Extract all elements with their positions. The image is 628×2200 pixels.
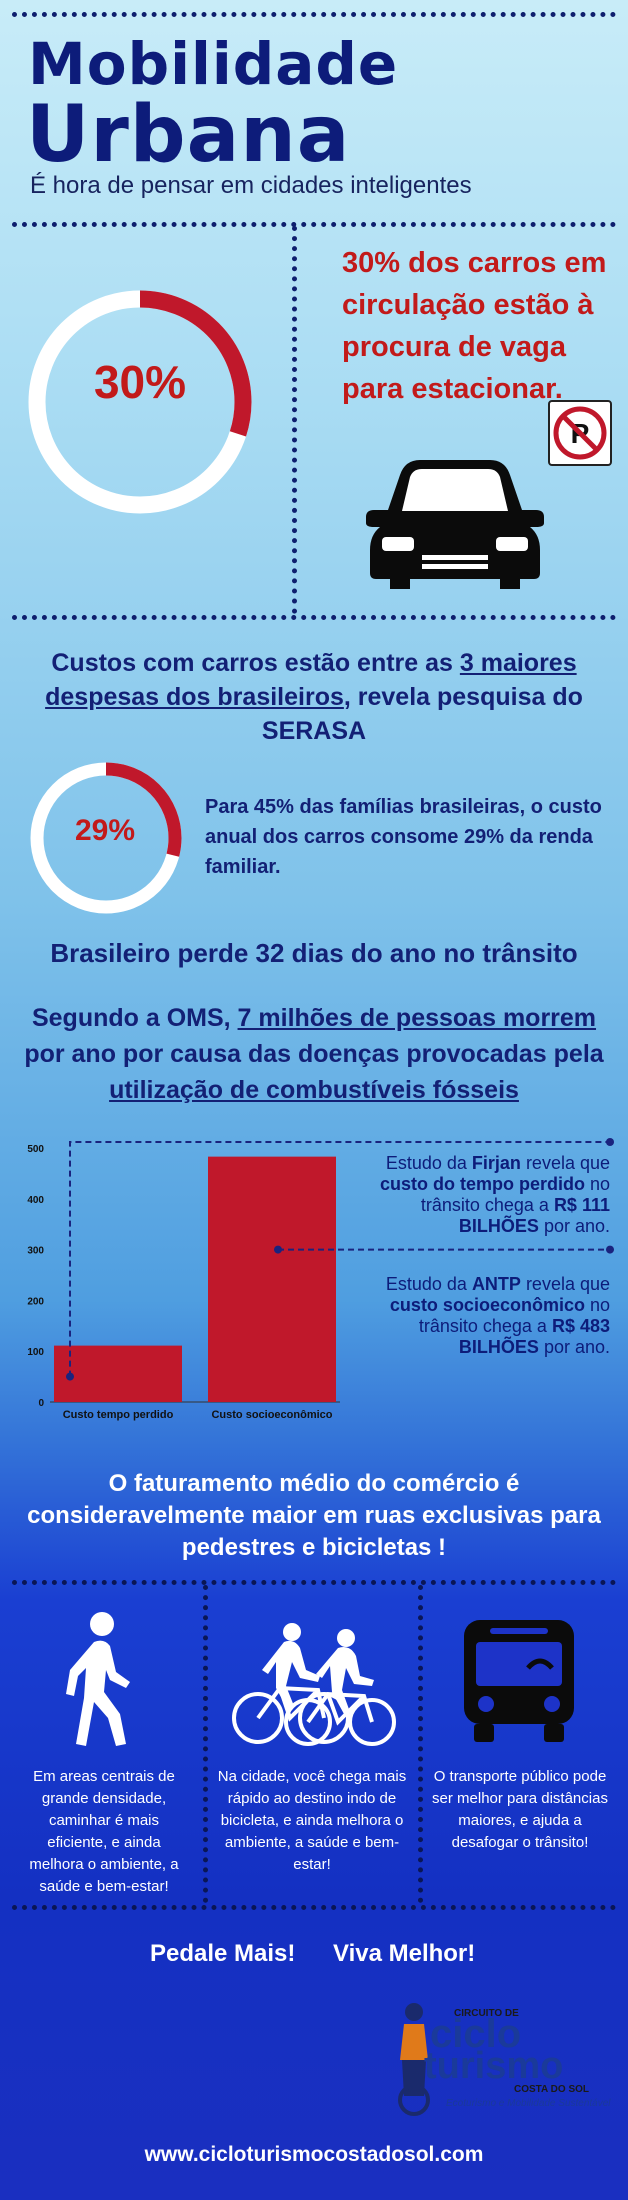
oms-link-1: 7 milhões de pessoas morrem — [237, 1004, 597, 1032]
costs-headline: Custos com carros estão entre as 3 maior… — [40, 646, 588, 748]
cicloturismo-logo: CIRCUITO DE ciclo turismo COSTA DO SOL E… — [384, 2000, 616, 2118]
dotted-divider-3 — [12, 1580, 616, 1585]
cyclist-mascot-icon — [398, 2003, 430, 2116]
slogan-pedale: Pedale Mais! — [150, 1940, 296, 1967]
income-percent-label: 29% — [74, 814, 136, 847]
oms-headline: Segundo a OMS, 7 milhões de pessoas morr… — [24, 1000, 604, 1108]
parking-statement: 30% dos carros em circulação estão à pro… — [342, 247, 607, 405]
oms-mid: por ano por causa das doenças provocadas… — [24, 1040, 604, 1068]
dotted-divider-1 — [12, 222, 616, 227]
logo-tagline: Ecoturismo e Mobilidade Sustentável — [446, 2098, 611, 2109]
donut-value-arc — [28, 290, 252, 514]
bus-icon — [464, 1620, 574, 1742]
oms-pre: Segundo a OMS, — [31, 1004, 238, 1032]
dotted-vertical-divider — [292, 226, 297, 614]
traffic-headline: Brasileiro perde 32 dias do ano no trâns… — [50, 938, 578, 968]
costs-headline-pre: Custos com carros estão entre as — [51, 649, 460, 677]
walking-person-icon — [66, 1612, 130, 1746]
antp-leader-end — [606, 1245, 614, 1254]
no-parking-sign-icon: P — [548, 400, 612, 466]
footer-url[interactable]: www.cicloturismocostadosol.com — [144, 2143, 484, 2166]
x-tick-label: Custo tempo perdido — [63, 1409, 174, 1421]
dotted-divider-4 — [12, 1905, 616, 1910]
bar — [54, 1345, 182, 1402]
car-icon — [366, 460, 544, 589]
firjan-leader-dot — [66, 1372, 74, 1381]
page-subtitle: É hora de pensar em cidades inteligentes — [30, 172, 472, 199]
y-tick-label: 300 — [27, 1246, 44, 1257]
x-tick-label: Custo socioeconômico — [211, 1409, 332, 1421]
y-tick-label: 400 — [27, 1195, 44, 1206]
dotted-col-divider-2 — [418, 1585, 423, 1903]
commerce-headline: O faturamento médio do comércio é consid… — [27, 1470, 601, 1561]
dotted-col-divider-1 — [203, 1585, 208, 1903]
title-line-2: Urbana — [26, 90, 351, 180]
dotted-divider-2 — [12, 615, 616, 620]
donut-value-arc — [30, 762, 182, 914]
walking-text: Em areas centrais de grande densidade, c… — [29, 1768, 179, 1895]
logo-ciclo: ciclo — [430, 2012, 522, 2056]
parking-percent-label: 30% — [93, 356, 187, 408]
y-tick-label: 500 — [27, 1144, 44, 1155]
y-tick-label: 200 — [27, 1296, 44, 1307]
parking-donut-chart — [28, 290, 252, 514]
bar — [208, 1156, 336, 1402]
logo-region: COSTA DO SOL — [514, 2084, 589, 2095]
cost-bar-chart: 0 100 200 300 400 500 Custo tempo perdido Custo… — [27, 1138, 614, 1421]
costs-headline-link: 3 maiores despesas dos brasileiros — [45, 649, 577, 711]
slogan-viva: Viva Melhor! — [333, 1940, 476, 1967]
antp-annotation: Estudo da ANTP revela que custo socioeco… — [385, 1274, 610, 1357]
top-dotted-divider — [12, 12, 616, 17]
firjan-leader-end — [606, 1138, 614, 1146]
title-line-1: Mobilidade — [28, 30, 399, 98]
cyclists-icon — [232, 1623, 396, 1746]
costs-headline-post: , revela pesquisa do SERASA — [261, 683, 583, 745]
firjan-leader-line — [69, 1141, 610, 1377]
logo-top: CIRCUITO DE — [454, 2008, 519, 2019]
family-cost-text: Para 45% das famílias brasileiras, o cus… — [205, 796, 602, 878]
oms-link-2: utilização de combustíveis fósseis — [109, 1076, 519, 1104]
logo-turismo: turismo — [424, 2045, 564, 2087]
cycling-text: Na cidade, você chega mais rápido ao des… — [217, 1768, 407, 1873]
y-tick-label: 0 — [38, 1398, 44, 1409]
bus-text: O transporte público pode ser melhor par… — [432, 1768, 608, 1851]
income-donut-chart — [30, 762, 182, 914]
y-tick-label: 100 — [27, 1347, 44, 1358]
antp-leader-dot — [274, 1245, 282, 1254]
firjan-annotation: Estudo da Firjan revela que custo do tem… — [379, 1153, 610, 1236]
